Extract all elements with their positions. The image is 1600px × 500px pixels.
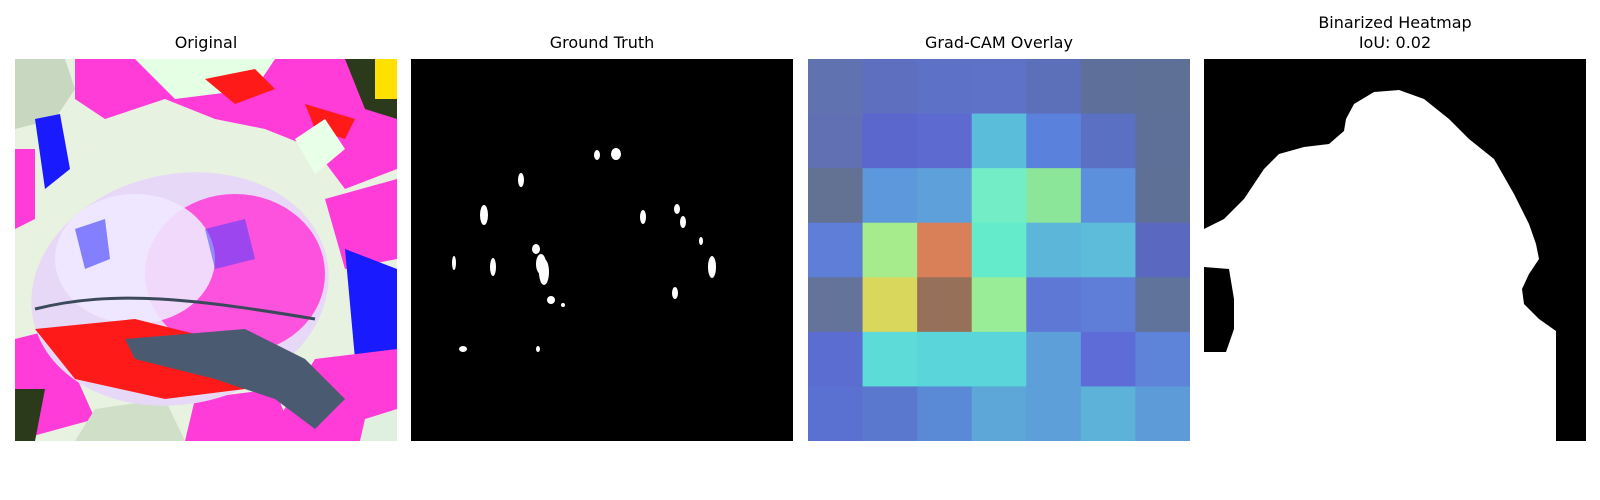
heatmap-cell bbox=[808, 113, 864, 169]
heatmap-cell bbox=[862, 331, 918, 387]
heatmap-cell bbox=[1135, 59, 1190, 115]
heatmap-cell bbox=[862, 222, 918, 278]
heatmap-cell bbox=[1080, 113, 1136, 169]
heatmap-cell bbox=[1026, 113, 1082, 169]
heatmap-cell bbox=[1135, 222, 1190, 278]
heatmap-cell bbox=[1026, 222, 1082, 278]
heatmap-cell bbox=[1080, 386, 1136, 441]
ground-truth-mask bbox=[411, 59, 793, 441]
original-image-graphic bbox=[15, 59, 397, 441]
heatmap-cell bbox=[1026, 386, 1082, 441]
binarized-title: Binarized Heatmap IoU: 0.02 bbox=[1204, 13, 1586, 53]
heatmap-cell bbox=[971, 59, 1027, 115]
heatmap-cell bbox=[1080, 277, 1136, 333]
heatmap-cell bbox=[1135, 168, 1190, 224]
heatmap-cell bbox=[1026, 331, 1082, 387]
heatmap-cell bbox=[862, 113, 918, 169]
heatmap-cell bbox=[1135, 386, 1190, 441]
heatmap-cell bbox=[971, 277, 1027, 333]
gradcam-heatmap-grid bbox=[808, 59, 1190, 441]
heatmap-cell bbox=[971, 386, 1027, 441]
iou-label: IoU: 0.02 bbox=[1358, 33, 1432, 52]
ground-truth-graphic bbox=[411, 59, 793, 441]
heatmap-cell bbox=[808, 168, 864, 224]
heatmap-cell bbox=[917, 113, 973, 169]
heatmap-cell bbox=[1080, 168, 1136, 224]
heatmap-cell bbox=[971, 222, 1027, 278]
heatmap-cell bbox=[1080, 331, 1136, 387]
heatmap-cell bbox=[1080, 222, 1136, 278]
binarized-heatmap bbox=[1204, 59, 1586, 441]
heatmap-cell bbox=[1135, 113, 1190, 169]
heatmap-cell bbox=[862, 386, 918, 441]
heatmap-cell bbox=[1080, 59, 1136, 115]
heatmap-cell bbox=[917, 59, 973, 115]
heatmap-cell bbox=[971, 331, 1027, 387]
heatmap-cell bbox=[808, 331, 864, 387]
heatmap-cell bbox=[971, 113, 1027, 169]
heatmap-cell bbox=[917, 331, 973, 387]
heatmap-cell bbox=[862, 168, 918, 224]
original-title: Original bbox=[174, 33, 238, 52]
heatmap-cell bbox=[808, 386, 864, 441]
heatmap-cell bbox=[1026, 168, 1082, 224]
heatmap-cell bbox=[862, 59, 918, 115]
heatmap-cell bbox=[971, 168, 1027, 224]
heatmap-cell bbox=[1026, 277, 1082, 333]
heatmap-cell bbox=[1135, 331, 1190, 387]
gradcam-overlay bbox=[808, 59, 1190, 441]
heatmap-cell bbox=[1026, 59, 1082, 115]
heatmap-cell bbox=[1135, 277, 1190, 333]
heatmap-cell bbox=[808, 277, 864, 333]
gradcam-title: Grad-CAM Overlay bbox=[925, 33, 1073, 52]
binarized-heatmap-graphic bbox=[1204, 59, 1586, 441]
heatmap-cell bbox=[917, 168, 973, 224]
heatmap-cell bbox=[917, 386, 973, 441]
ground-truth-title: Ground Truth bbox=[549, 33, 655, 52]
heatmap-cell bbox=[862, 277, 918, 333]
original-image bbox=[15, 59, 397, 441]
heatmap-cell bbox=[808, 222, 864, 278]
heatmap-cell bbox=[917, 222, 973, 278]
heatmap-cell bbox=[808, 59, 864, 115]
heatmap-cell bbox=[917, 277, 973, 333]
